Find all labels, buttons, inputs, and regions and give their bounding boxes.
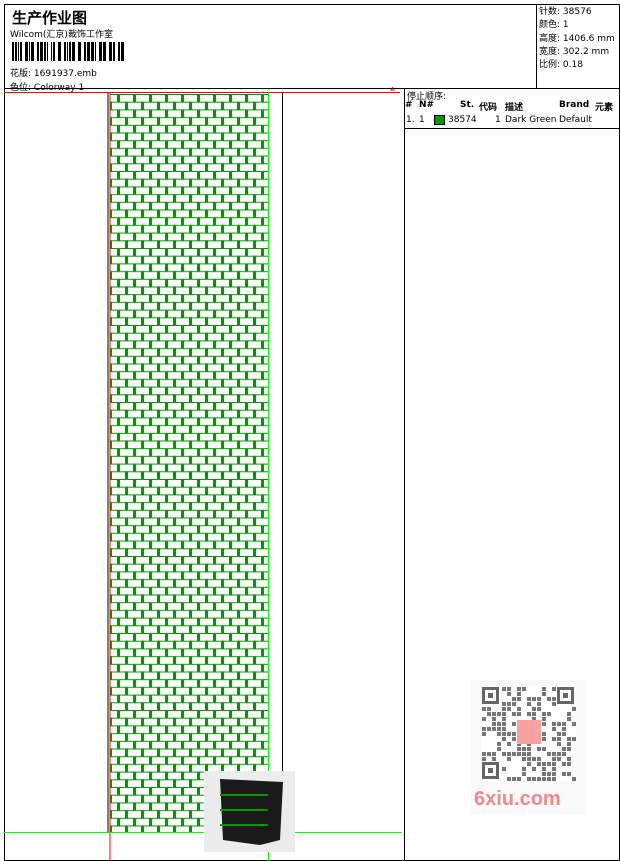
info-stitches: 针数: 38576 bbox=[539, 6, 620, 19]
col-brand: Brand bbox=[559, 100, 590, 110]
header: 生产作业图 Wilcom(汇京)裁饰工作室 花版: 1691937.emb 色位… bbox=[4, 4, 620, 93]
col-description: 描述 bbox=[505, 103, 524, 113]
info-scale: 比例: 0.18 bbox=[539, 59, 620, 72]
info-label: 比例: bbox=[539, 60, 561, 71]
info-label: 颜色: bbox=[539, 20, 561, 31]
color-swatch bbox=[434, 115, 445, 125]
info-value: 0.18 bbox=[562, 60, 583, 71]
colorway: 色位: Colorway 1 bbox=[10, 80, 84, 93]
info-label: 针数: bbox=[539, 7, 561, 17]
info-colors: 颜色: 1 bbox=[539, 19, 620, 32]
stop-sequence-title: 停止顺序: bbox=[407, 92, 447, 102]
table-header: # N# St. 代码 描述 Brand 元素 bbox=[405, 100, 620, 113]
design-label: 花版: bbox=[10, 69, 32, 79]
info-box: 针数: 38576 颜色: 1 高度: 1406.6 mm 宽度: 302.2 … bbox=[536, 4, 620, 89]
info-value: 38576 bbox=[562, 7, 592, 17]
watermark-site: 6xiu.com bbox=[474, 788, 561, 810]
brick-embroidery-pattern bbox=[110, 94, 268, 832]
info-height: 高度: 1406.6 mm bbox=[539, 33, 620, 46]
info-label: 高度: bbox=[539, 33, 561, 44]
row-description: Dark Green bbox=[505, 115, 557, 125]
info-label: 宽度: bbox=[539, 46, 561, 57]
row-number: 1 bbox=[419, 115, 425, 125]
table-row: 1. 1 38574 1 Dark Green Default bbox=[405, 115, 620, 127]
col-stitches: St. bbox=[460, 100, 475, 110]
col-number: N# bbox=[419, 100, 435, 110]
guide-corner-mark bbox=[390, 86, 395, 91]
colorway-value: Colorway 1 bbox=[33, 83, 85, 93]
row-stitches: 38574 bbox=[448, 115, 477, 125]
row-brand: Default bbox=[559, 115, 592, 125]
info-value: 1 bbox=[562, 20, 569, 31]
product-thumbnail bbox=[220, 779, 283, 845]
col-index: # bbox=[405, 100, 413, 110]
barcode-icon bbox=[12, 42, 124, 61]
info-value: 1406.6 mm bbox=[562, 33, 615, 44]
studio-name: Wilcom(汇京)裁饰工作室 bbox=[10, 30, 113, 40]
row-code: 1 bbox=[495, 115, 501, 125]
colorway-label: 色位: bbox=[10, 83, 32, 93]
design-file-value: 1691937.emb bbox=[33, 69, 97, 79]
design-preview bbox=[4, 86, 402, 861]
col-code: 代码 bbox=[479, 103, 498, 113]
stop-sequence-panel: 停止顺序: # N# St. 代码 描述 Brand 元素 1. 1 38574… bbox=[404, 88, 620, 861]
row-divider bbox=[405, 128, 620, 129]
col-element: 元素 bbox=[595, 103, 614, 113]
qr-code-icon bbox=[471, 680, 586, 815]
row-index: 1. bbox=[406, 115, 415, 125]
page-title: 生产作业图 bbox=[12, 9, 88, 27]
design-file: 花版: 1691937.emb bbox=[10, 66, 97, 79]
info-value: 302.2 mm bbox=[562, 46, 610, 57]
info-width: 宽度: 302.2 mm bbox=[539, 46, 620, 59]
